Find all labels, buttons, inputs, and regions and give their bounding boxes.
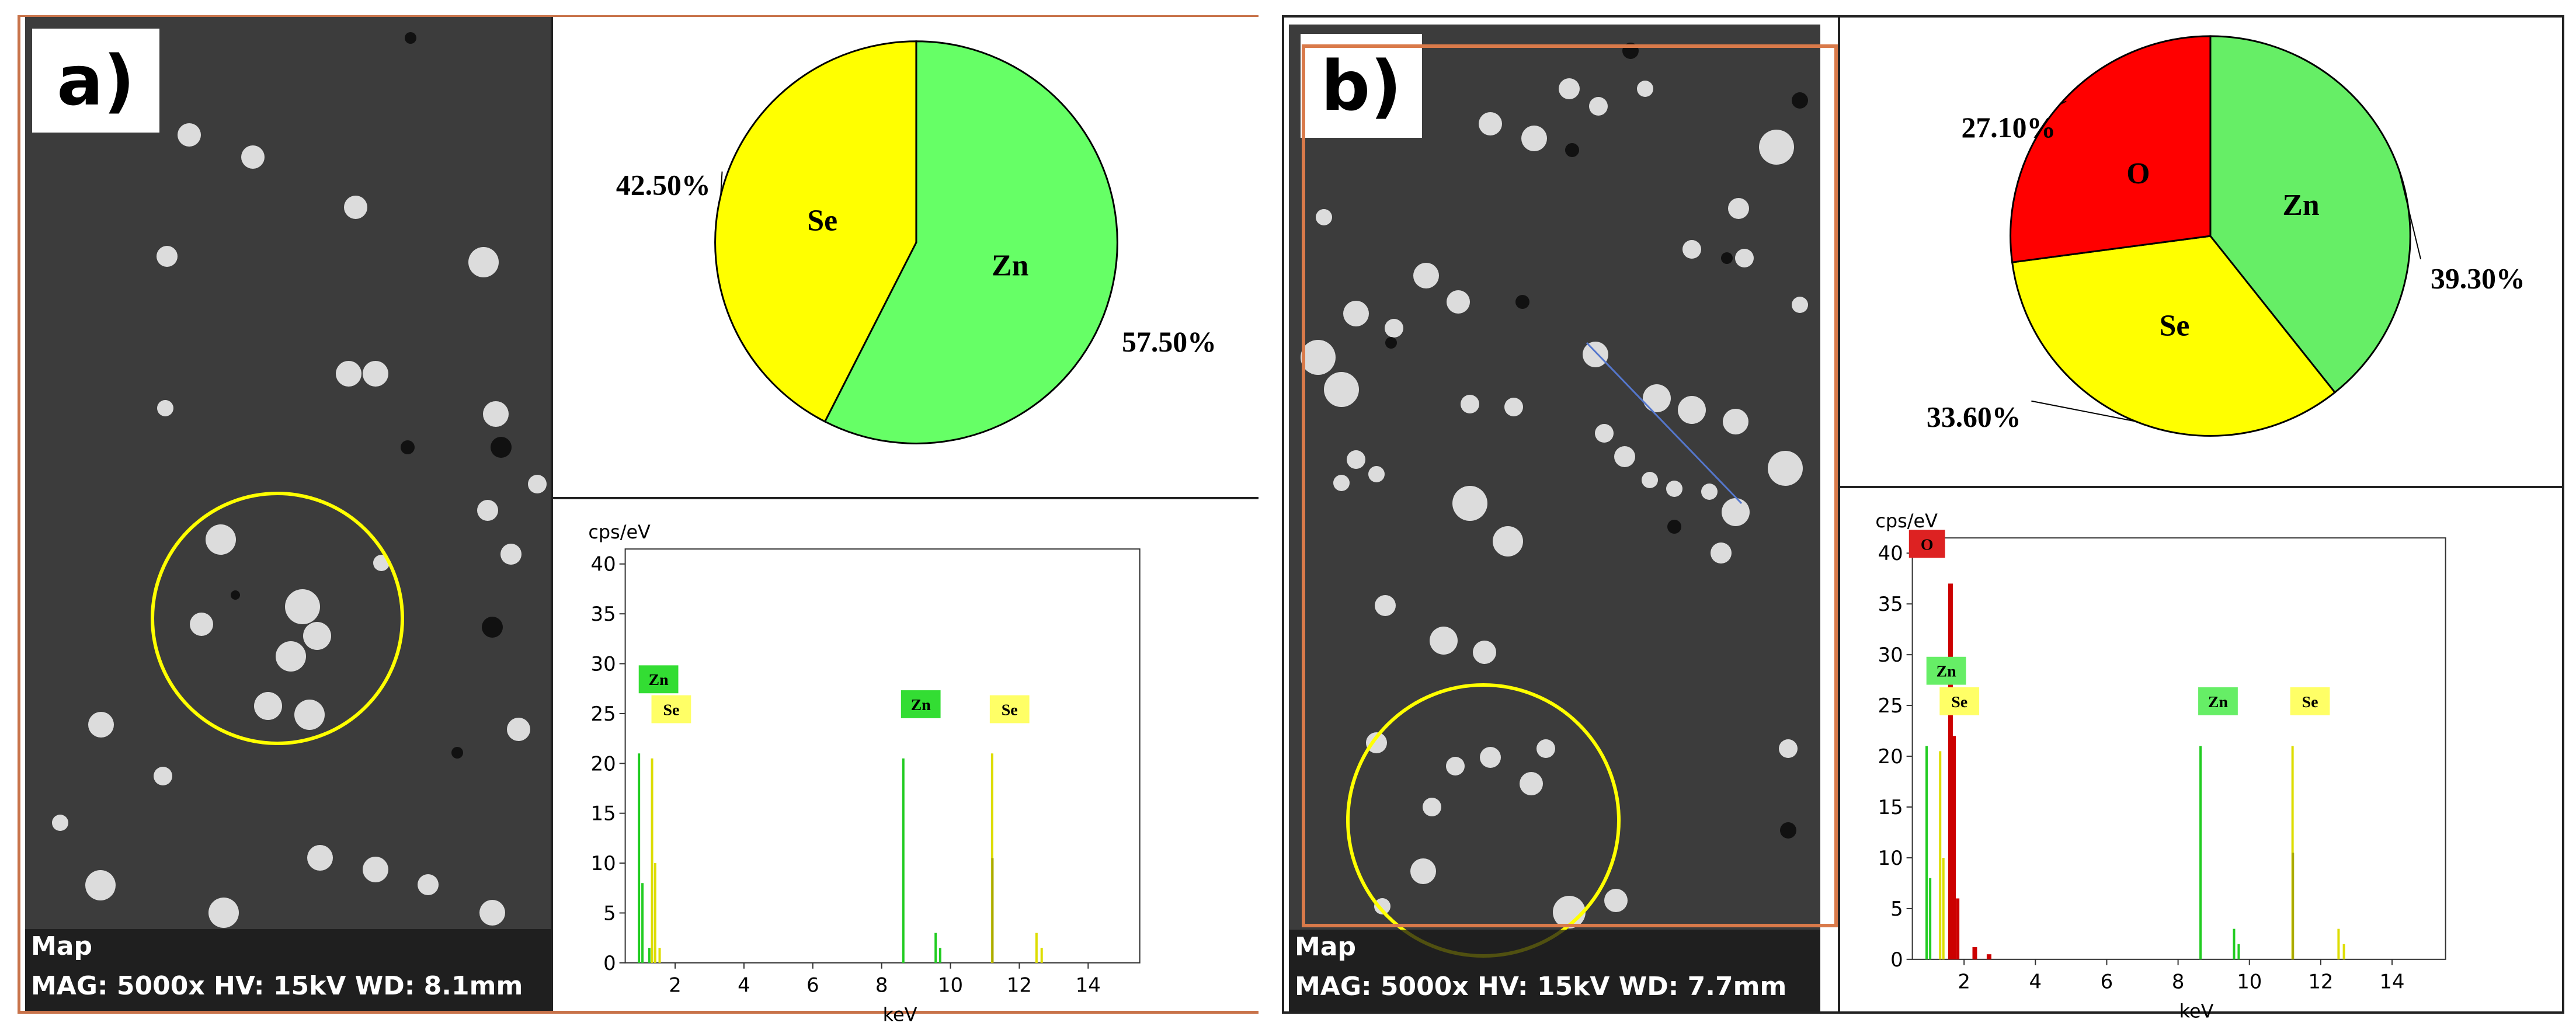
pie-slice-label-se: Se bbox=[807, 204, 837, 237]
peak-label-box-se bbox=[651, 695, 691, 724]
pie-slice-label-se: Se bbox=[2160, 309, 2190, 342]
spectrum-chart-a: cps/eV keV 0 5 10 15 20 25 30 35 40 2 4 6 8 10 12 14 Zn Se Z… bbox=[588, 521, 1141, 1025]
spectrum-chart-b: cps/eV keV 0 5 10 15 20 25 30 35 40 2 4 6 8 10 12 14 O Zn Se… bbox=[1875, 510, 2446, 1022]
y-tick-label: 25 bbox=[591, 702, 616, 725]
peak-label-box-se bbox=[2290, 687, 2330, 715]
peak-label-se: Se bbox=[1951, 693, 1967, 711]
pie-leader-line bbox=[2398, 169, 2422, 260]
x-tick-label: 12 bbox=[1007, 974, 1032, 997]
peak-label-zn: Zn bbox=[2208, 693, 2229, 711]
y-tick-label: 0 bbox=[603, 952, 616, 975]
y-tick-label: 15 bbox=[591, 802, 616, 825]
y-tick-label: 5 bbox=[603, 902, 616, 924]
pie-slice-se bbox=[2011, 235, 2337, 437]
peak-label-se: Se bbox=[1002, 701, 1018, 719]
sem-particles-b bbox=[1301, 43, 1808, 958]
y-tick-label: 25 bbox=[1878, 694, 1903, 717]
pie-box-b: Zn 39.30% Se 33.60% O 27.10% bbox=[1838, 18, 2562, 488]
x-tick-label: 4 bbox=[738, 974, 750, 997]
x-tick-label: 6 bbox=[806, 974, 819, 997]
peak-label-o: O bbox=[1921, 535, 1934, 554]
x-tick-label: 14 bbox=[1076, 974, 1101, 997]
sem-info-bar-a: Map MAG: 5000x HV: 15kV WD: 8.1mm bbox=[25, 929, 551, 1011]
peak-label-zn: Zn bbox=[911, 696, 931, 714]
x-tick-label: 8 bbox=[2172, 971, 2185, 993]
y-tick-label: 0 bbox=[1890, 948, 1903, 971]
peak-label-box-zn bbox=[638, 665, 679, 694]
x-tick-label: 14 bbox=[2379, 971, 2404, 993]
panel-b: b) Map MAG: 5000x HV: 15kV WD: 7.7mm Zn 3… bbox=[1282, 15, 2564, 1022]
y-tick-label: 15 bbox=[1878, 796, 1903, 819]
peak-label-box-zn bbox=[1926, 656, 1966, 685]
peak-label-zn: Zn bbox=[649, 671, 669, 689]
pie-slice-label-zn: Zn bbox=[992, 249, 1028, 283]
pie-leader-line bbox=[2031, 400, 2136, 422]
peak-label-zn: Zn bbox=[1937, 663, 1957, 681]
y-tick-label: 40 bbox=[1878, 542, 1903, 565]
pie-percent-zn: 57.50% bbox=[1122, 326, 1216, 358]
y-axis-label: cps/eV bbox=[588, 521, 651, 543]
sem-params-a: MAG: 5000x HV: 15kV WD: 8.1mm bbox=[31, 971, 523, 1001]
sem-info-bar-b: Map MAG: 5000x HV: 15kV WD: 7.7mm bbox=[1289, 930, 1820, 1011]
pie-slice-o bbox=[2010, 35, 2212, 263]
y-tick-label: 10 bbox=[591, 852, 616, 875]
pie-slice-label-o: O bbox=[2126, 157, 2150, 190]
peak-label-box-se bbox=[989, 695, 1030, 724]
pie-leader-line bbox=[720, 171, 723, 196]
peak-label-box-zn bbox=[901, 690, 941, 718]
x-axis-label: keV bbox=[883, 1003, 917, 1025]
y-tick-label: 20 bbox=[591, 752, 616, 775]
y-tick-label: 20 bbox=[1878, 745, 1903, 768]
y-tick-label: 35 bbox=[1878, 593, 1903, 615]
sem-image-a: a) Map MAG: 5000x HV: 15kV WD: 8.1mm bbox=[25, 17, 551, 1011]
pie-leader-line bbox=[2060, 100, 2067, 105]
y-tick-label: 10 bbox=[1878, 847, 1903, 870]
peak-label-se: Se bbox=[2302, 693, 2318, 711]
x-tick-label: 6 bbox=[2101, 971, 2113, 993]
sem-particles-a bbox=[52, 32, 547, 928]
peak-label-box-se bbox=[1939, 687, 1980, 715]
y-tick-label: 5 bbox=[1890, 898, 1903, 920]
x-tick-label: 4 bbox=[2029, 971, 2042, 993]
pie-percent-o: 27.10% bbox=[1962, 112, 2056, 144]
spectrum-box-a: cps/eV keV 0 5 10 15 20 25 30 35 40 2 4 6 8 10 12 14 Zn Se Z… bbox=[551, 499, 1259, 1025]
y-tick-label: 30 bbox=[591, 653, 616, 676]
x-tick-label: 2 bbox=[1958, 971, 1970, 993]
plot-area bbox=[1911, 537, 2446, 960]
pie-percent-se: 33.60% bbox=[1927, 401, 2021, 433]
x-tick-label: 10 bbox=[938, 974, 963, 997]
spectrum-box-b: cps/eV keV 0 5 10 15 20 25 30 35 40 2 4 6 8 10 12 14 O Zn Se… bbox=[1838, 488, 2562, 1022]
x-tick-label: 10 bbox=[2237, 971, 2262, 993]
pie-chart-a: Zn 57.50% Se 42.50% bbox=[616, 40, 1216, 444]
pie-box-a: Zn 57.50% Se 42.50% bbox=[551, 17, 1259, 499]
sem-title-b: Map bbox=[1295, 932, 1356, 962]
y-tick-label: 35 bbox=[591, 603, 616, 625]
pie-percent-zn: 39.30% bbox=[2431, 263, 2525, 295]
pie-chart-b: Zn 39.30% Se 33.60% O 27.10% bbox=[1927, 35, 2525, 437]
pie-slice-label-zn: Zn bbox=[2282, 189, 2319, 222]
pie-percent-se: 42.50% bbox=[616, 169, 711, 201]
sem-title-a: Map bbox=[31, 931, 92, 961]
x-tick-label: 12 bbox=[2308, 971, 2333, 993]
panel-a: a) Map MAG: 5000x HV: 15kV WD: 8.1mm Zn 5… bbox=[18, 15, 1259, 1025]
x-tick-label: 8 bbox=[875, 974, 888, 997]
y-tick-label: 40 bbox=[591, 553, 616, 576]
panel-label-a: a) bbox=[32, 29, 159, 133]
peak-label-se: Se bbox=[663, 701, 679, 719]
x-tick-label: 2 bbox=[669, 974, 682, 997]
pie-leader-line bbox=[1110, 289, 1113, 295]
peak-label-box-zn bbox=[2198, 687, 2238, 715]
panel-label-b: b) bbox=[1301, 34, 1422, 138]
plot-area bbox=[624, 548, 1141, 964]
y-axis-label: cps/eV bbox=[1875, 510, 1938, 532]
y-tick-label: 30 bbox=[1878, 644, 1903, 666]
x-axis-label: keV bbox=[2179, 1000, 2214, 1022]
sem-params-b: MAG: 5000x HV: 15kV WD: 7.7mm bbox=[1295, 972, 1787, 1001]
peak-label-box-o bbox=[1908, 530, 1945, 558]
sem-image-b: b) Map MAG: 5000x HV: 15kV WD: 7.7mm bbox=[1289, 25, 1820, 1011]
